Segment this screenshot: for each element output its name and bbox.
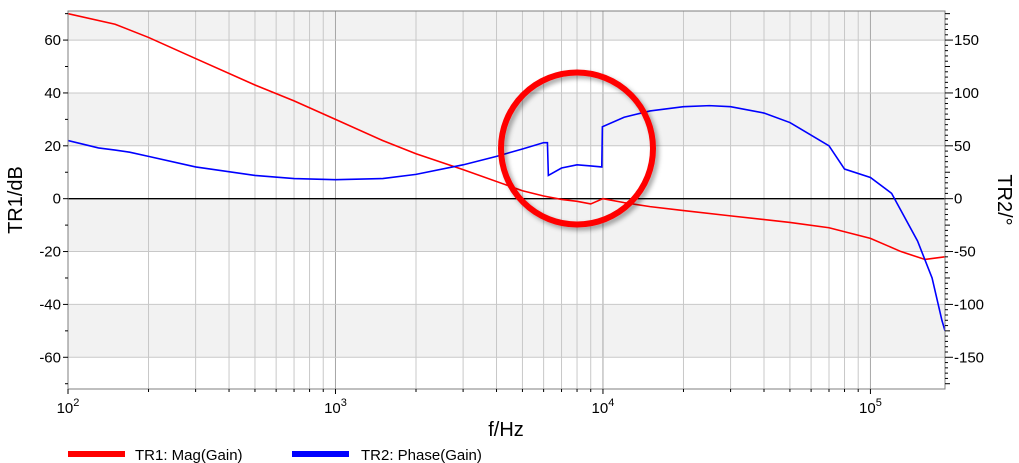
left-axis: 60 40 20 0 -20 -40 -60 xyxy=(39,13,68,385)
x-axis-title: f/Hz xyxy=(488,419,524,441)
legend-swatch-mag-gain xyxy=(68,451,125,457)
legend: TR1: Mag(Gain) TR2: Phase(Gain) xyxy=(68,447,482,463)
left-tick-label: 0 xyxy=(53,191,61,208)
background-band xyxy=(68,357,945,389)
legend-label-phase-gain: TR2: Phase(Gain) xyxy=(361,447,482,463)
left-tick-label: 40 xyxy=(44,85,61,102)
highlight-circle xyxy=(498,69,656,228)
plot-frame xyxy=(67,10,946,390)
left-tick-label: -40 xyxy=(39,296,61,313)
right-tick-label: 0 xyxy=(954,191,962,208)
left-tick-label: -60 xyxy=(39,349,61,366)
x-tick-label: 102 xyxy=(57,397,80,417)
left-tick-label: 60 xyxy=(44,32,61,49)
legend-swatch-phase-gain xyxy=(292,451,349,457)
right-tick-label: -150 xyxy=(954,349,984,366)
right-tick-label: -100 xyxy=(954,296,984,313)
y-axis-left-title: TR1/dB xyxy=(5,166,27,234)
x-axis: 102 103 104 105 xyxy=(57,389,882,417)
left-tick-label: -20 xyxy=(39,244,61,261)
y-axis-right-title: TR2/° xyxy=(993,174,1015,225)
background-bands xyxy=(68,11,945,389)
right-tick-label: -50 xyxy=(954,244,976,261)
background-band xyxy=(68,304,945,358)
right-tick-label: 100 xyxy=(954,85,979,102)
x-tick-label: 105 xyxy=(859,397,882,417)
horizontal-grid xyxy=(68,39,945,358)
left-tick-label: 20 xyxy=(44,138,61,155)
series-line-phase-gain xyxy=(68,104,945,332)
background-band xyxy=(68,198,945,252)
right-axis: 150 100 50 0 -50 -100 -150 xyxy=(945,13,984,385)
x-tick-label: 103 xyxy=(324,397,347,417)
x-tick-label: 104 xyxy=(592,397,615,417)
right-tick-label: 150 xyxy=(954,32,979,49)
right-tick-label: 50 xyxy=(954,138,971,155)
series-line-mag-gain xyxy=(68,12,945,261)
vertical-grid xyxy=(67,11,871,389)
legend-label-mag-gain: TR1: Mag(Gain) xyxy=(135,447,243,463)
background-band xyxy=(68,11,945,41)
